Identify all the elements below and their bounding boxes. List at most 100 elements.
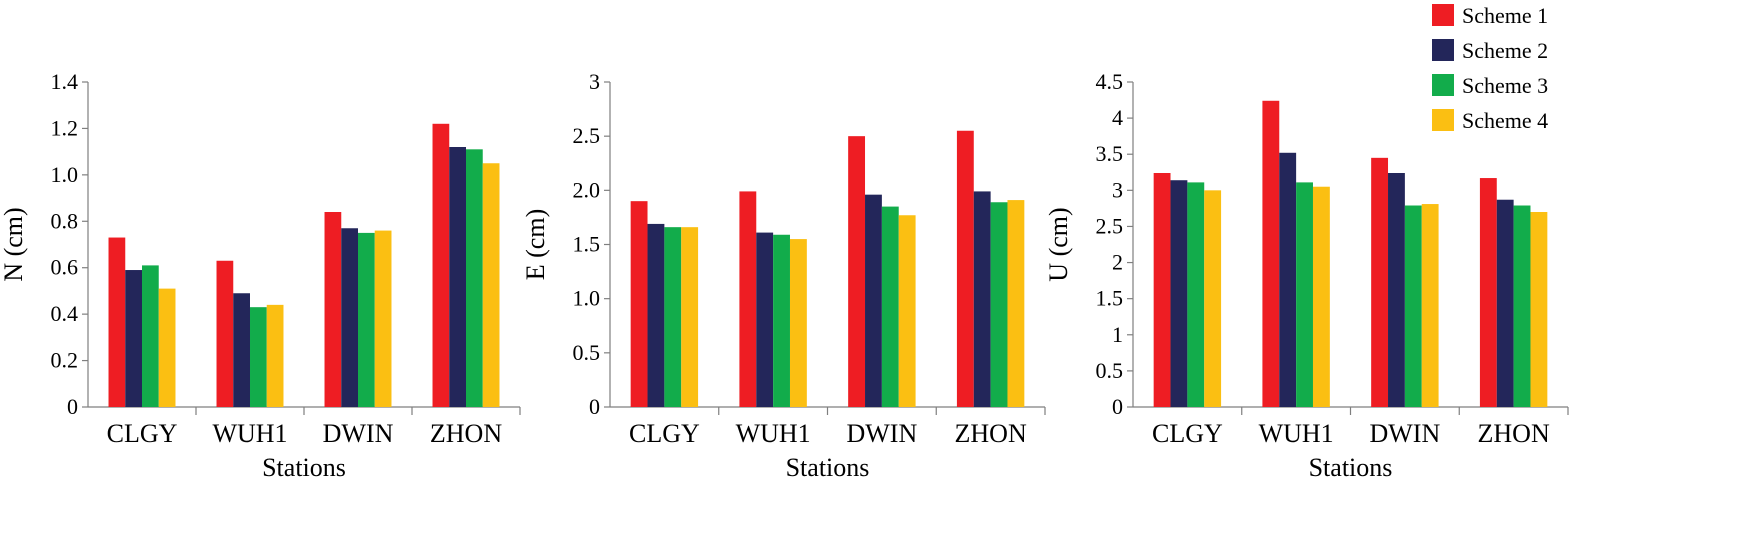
bar-dwin-scheme-1 bbox=[848, 136, 866, 407]
bar-zhon-scheme-3 bbox=[466, 149, 483, 408]
y-tick-label: 2 bbox=[1112, 250, 1123, 275]
bar-clgy-scheme-2 bbox=[647, 223, 665, 407]
bar-zhon-scheme-1 bbox=[956, 130, 974, 407]
y-tick-label: 3 bbox=[589, 69, 600, 94]
legend-label-scheme-1: Scheme 1 bbox=[1462, 3, 1548, 28]
bar-zhon-scheme-4 bbox=[1530, 212, 1548, 407]
y-tick-label: 0.5 bbox=[573, 340, 601, 365]
legend-label-scheme-2: Scheme 2 bbox=[1462, 38, 1548, 63]
legend-swatch-scheme-1 bbox=[1432, 4, 1454, 26]
bar-clgy-scheme-2 bbox=[125, 270, 142, 407]
bar-clgy-scheme-3 bbox=[664, 227, 682, 407]
x-tick-label-clgy: CLGY bbox=[107, 419, 178, 448]
y-tick-label: 0 bbox=[67, 394, 78, 419]
y-tick-label: 1.5 bbox=[573, 232, 601, 257]
bar-wuh1-scheme-1 bbox=[739, 191, 757, 407]
bar-zhon-scheme-1 bbox=[432, 123, 450, 408]
x-tick-label-clgy: CLGY bbox=[629, 419, 700, 448]
bar-dwin-scheme-3 bbox=[358, 232, 375, 407]
bar-wuh1-scheme-2 bbox=[233, 293, 250, 407]
x-tick-label-zhon: ZHON bbox=[955, 419, 1027, 448]
bar-dwin-scheme-4 bbox=[1421, 204, 1439, 407]
y-tick-label: 0.8 bbox=[51, 208, 79, 233]
y-tick-label: 0.6 bbox=[51, 255, 79, 280]
bar-zhon-scheme-3 bbox=[1513, 205, 1531, 407]
bar-clgy-scheme-1 bbox=[108, 237, 126, 407]
bar-zhon-scheme-4 bbox=[482, 163, 500, 407]
bar-dwin-scheme-1 bbox=[1371, 157, 1389, 407]
chart-panels: 0 0.2 0.4 0.6 0.8 1.0 1.2 1.4 CLGY WUH1 DWIN ZHON St… bbox=[0, 69, 1569, 482]
x-tick-label-zhon: ZHON bbox=[1478, 419, 1550, 448]
x-tick-label-wuh1: WUH1 bbox=[1259, 419, 1334, 448]
bar-wuh1-scheme-4 bbox=[1312, 186, 1330, 407]
bar-clgy-scheme-4 bbox=[158, 288, 176, 407]
y-tick-label: 2.0 bbox=[573, 177, 601, 202]
bar-zhon-scheme-2 bbox=[449, 147, 466, 407]
y-tick-label: 4 bbox=[1112, 105, 1123, 130]
legend-swatch-scheme-3 bbox=[1432, 74, 1454, 96]
legend-swatch-scheme-4 bbox=[1432, 109, 1454, 131]
y-tick-label: 2.5 bbox=[573, 123, 601, 148]
bar-dwin-scheme-2 bbox=[1388, 173, 1405, 407]
y-tick-label: 0 bbox=[589, 394, 600, 419]
y-tick-label: 0.2 bbox=[51, 348, 79, 373]
bar-dwin-scheme-2 bbox=[341, 228, 358, 407]
y-tick-label: 3 bbox=[1112, 177, 1123, 202]
y-tick-label: 4.5 bbox=[1096, 69, 1124, 94]
chart-n: 0 0.2 0.4 0.6 0.8 1.0 1.2 1.4 CLGY WUH1 DWIN ZHON St… bbox=[0, 69, 521, 482]
legend-item-scheme-1: Scheme 1 bbox=[1432, 3, 1548, 28]
y-tick-label: 3.5 bbox=[1096, 141, 1124, 166]
y-axis-title: N (cm) bbox=[0, 207, 28, 281]
chart-u: 0 0.5 1 1.5 2 2.5 3 3.5 4 4.5 CLGY WUH1 DWIN ZHON Stat… bbox=[1044, 69, 1569, 482]
bar-wuh1-scheme-4 bbox=[789, 239, 807, 407]
bar-wuh1-scheme-1 bbox=[1262, 100, 1280, 408]
bar-zhon-scheme-4 bbox=[1007, 200, 1025, 407]
x-axis-title: Stations bbox=[1309, 453, 1393, 482]
bar-dwin-scheme-3 bbox=[1404, 205, 1422, 407]
bar-clgy-scheme-3 bbox=[142, 265, 159, 407]
bar-clgy-scheme-4 bbox=[1204, 190, 1222, 407]
legend-label-scheme-3: Scheme 3 bbox=[1462, 73, 1548, 98]
y-tick-label: 1.0 bbox=[51, 162, 79, 187]
bar-wuh1-scheme-1 bbox=[216, 260, 234, 407]
legend-item-scheme-4: Scheme 4 bbox=[1432, 108, 1548, 133]
bar-wuh1-scheme-3 bbox=[1296, 182, 1313, 407]
bar-zhon-scheme-2 bbox=[1496, 199, 1514, 407]
legend: Scheme 1 Scheme 2 Scheme 3 Scheme 4 bbox=[1432, 3, 1548, 133]
bar-dwin-scheme-4 bbox=[374, 230, 392, 407]
bar-zhon-scheme-1 bbox=[1479, 178, 1497, 407]
legend-item-scheme-3: Scheme 3 bbox=[1432, 73, 1548, 98]
y-tick-label: 1.2 bbox=[51, 115, 79, 140]
bar-clgy-scheme-1 bbox=[630, 201, 648, 407]
bar-clgy-scheme-2 bbox=[1170, 180, 1188, 407]
bar-dwin-scheme-2 bbox=[865, 194, 882, 407]
bar-zhon-scheme-2 bbox=[973, 191, 991, 407]
y-tick-label: 0.5 bbox=[1096, 358, 1124, 383]
y-tick-label: 2.5 bbox=[1096, 213, 1124, 238]
x-tick-label-dwin: DWIN bbox=[846, 419, 917, 448]
x-tick-label-wuh1: WUH1 bbox=[736, 419, 811, 448]
y-tick-label: 1.0 bbox=[573, 286, 601, 311]
x-tick-label-wuh1: WUH1 bbox=[212, 419, 287, 448]
y-tick-label: 1.5 bbox=[1096, 286, 1124, 311]
bar-wuh1-scheme-2 bbox=[1279, 152, 1297, 407]
x-tick-label-zhon: ZHON bbox=[430, 419, 502, 448]
legend-item-scheme-2: Scheme 2 bbox=[1432, 38, 1548, 63]
y-tick-label: 1 bbox=[1112, 322, 1123, 347]
y-tick-label: 1.4 bbox=[51, 69, 79, 94]
bar-dwin-scheme-3 bbox=[881, 206, 899, 407]
bar-wuh1-scheme-3 bbox=[773, 234, 790, 407]
legend-swatch-scheme-2 bbox=[1432, 39, 1454, 61]
bar-dwin-scheme-1 bbox=[324, 212, 342, 407]
y-tick-label: 0 bbox=[1112, 394, 1123, 419]
bar-wuh1-scheme-4 bbox=[266, 304, 284, 407]
y-axis-title: U (cm) bbox=[1044, 207, 1073, 281]
bar-zhon-scheme-3 bbox=[990, 202, 1008, 407]
x-axis-title: Stations bbox=[786, 453, 870, 482]
x-tick-label-dwin: DWIN bbox=[323, 419, 394, 448]
x-tick-label-dwin: DWIN bbox=[1369, 419, 1440, 448]
x-tick-label-clgy: CLGY bbox=[1152, 419, 1223, 448]
y-axis-title: E (cm) bbox=[521, 209, 550, 280]
bar-clgy-scheme-3 bbox=[1187, 182, 1205, 407]
